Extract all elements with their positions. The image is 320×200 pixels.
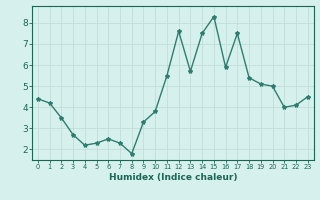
X-axis label: Humidex (Indice chaleur): Humidex (Indice chaleur) (108, 173, 237, 182)
